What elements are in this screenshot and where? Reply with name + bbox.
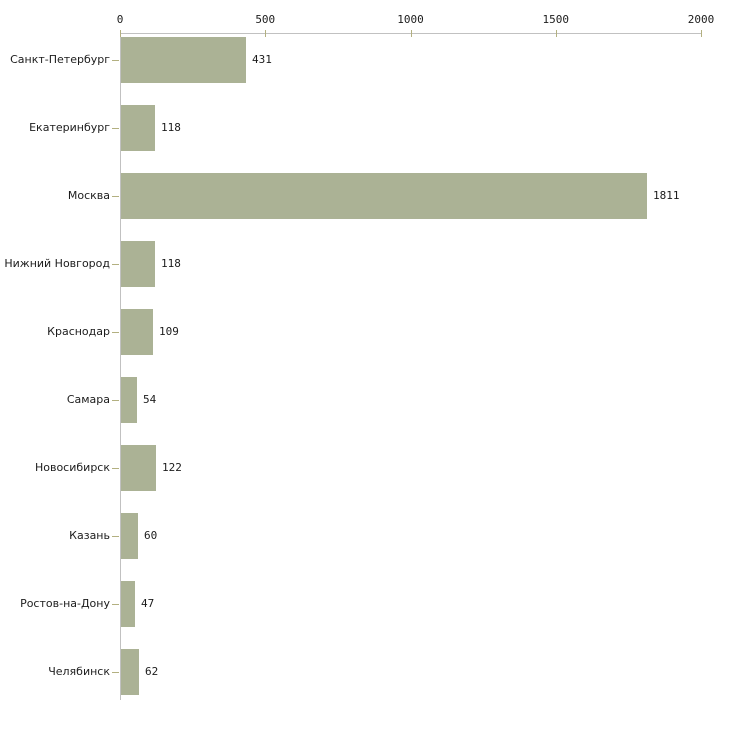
- category-label: Новосибирск: [34, 461, 110, 474]
- value-label: 431: [252, 53, 272, 66]
- x-tick-label: 500: [255, 13, 276, 26]
- y-tick-mark: [112, 672, 119, 673]
- category-label: Санкт-Петербург: [10, 53, 110, 66]
- bar: [121, 37, 246, 83]
- x-tick-mark: [410, 30, 412, 37]
- bar: [121, 377, 137, 423]
- category-label: Челябинск: [48, 665, 110, 678]
- bar: [121, 649, 139, 695]
- x-tick-mark: [701, 30, 702, 37]
- x-tick-mark: [120, 30, 121, 37]
- bar: [121, 445, 156, 491]
- y-tick-mark: [112, 400, 119, 401]
- bar: [121, 513, 138, 559]
- category-label: Нижний Новгород: [4, 257, 110, 270]
- y-tick-mark: [112, 536, 119, 537]
- value-label: 60: [144, 529, 158, 542]
- x-tick-label: 1000: [397, 13, 424, 26]
- y-tick-mark: [112, 264, 119, 265]
- value-label: 1811: [653, 189, 680, 202]
- category-label: Самара: [66, 393, 110, 406]
- category-label: Казань: [69, 529, 110, 542]
- category-label: Краснодар: [47, 325, 110, 338]
- bar: [121, 581, 135, 627]
- value-label: 118: [161, 257, 181, 270]
- y-tick-mark: [112, 332, 119, 333]
- y-tick-mark: [112, 196, 119, 197]
- value-label: 122: [162, 461, 182, 474]
- bar: [121, 241, 155, 287]
- bar: [121, 105, 155, 151]
- y-tick-mark: [112, 604, 119, 605]
- x-tick-mark: [555, 30, 557, 37]
- value-label: 54: [143, 393, 157, 406]
- x-tick-label: 0: [116, 13, 124, 26]
- x-tick-label: 2000: [687, 13, 715, 26]
- category-label: Москва: [67, 189, 110, 202]
- value-label: 109: [159, 325, 179, 338]
- y-tick-mark: [112, 128, 119, 129]
- x-tick-mark: [265, 30, 267, 37]
- y-axis-line: [120, 33, 121, 700]
- category-label: Ростов-на-Дону: [20, 597, 110, 610]
- bar: [121, 309, 153, 355]
- y-tick-mark: [112, 468, 119, 469]
- bar: [121, 173, 647, 219]
- y-tick-mark: [112, 60, 119, 61]
- value-label: 62: [145, 665, 159, 678]
- x-tick-label: 1500: [542, 13, 570, 26]
- category-label: Екатеринбург: [29, 121, 110, 134]
- value-label: 118: [161, 121, 181, 134]
- value-label: 47: [141, 597, 155, 610]
